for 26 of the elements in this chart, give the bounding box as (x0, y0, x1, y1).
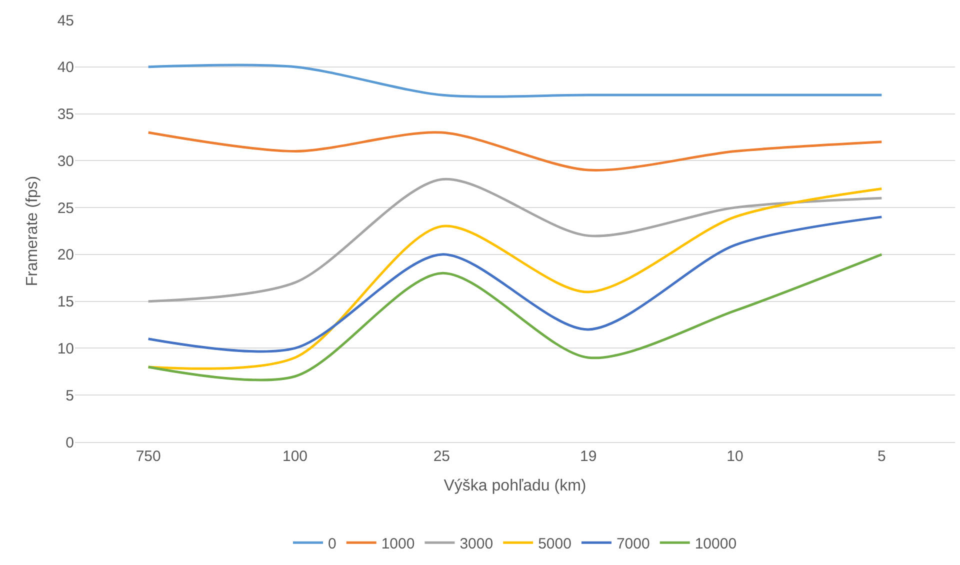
x-tick-label: 10 (726, 448, 744, 465)
legend-label: 5000 (538, 536, 572, 552)
y-tick-label: 40 (57, 59, 74, 76)
y-tick-label: 10 (57, 340, 74, 358)
legend-label: 10000 (694, 536, 737, 552)
y-tick-label: 45 (57, 12, 74, 30)
line-series (147, 178, 883, 303)
legend-label: 3000 (460, 536, 494, 552)
y-axis-title: Framerate (fps) (24, 176, 42, 286)
line-series (147, 131, 883, 172)
y-tick-label: 35 (57, 106, 74, 124)
x-tick-label: 100 (282, 448, 308, 465)
legend-label: 0 (328, 536, 336, 552)
x-axis-title: Výška pohľadu (km) (444, 478, 586, 495)
x-tick-label: 25 (433, 448, 450, 465)
y-tick-label: 15 (57, 294, 74, 311)
legend-label: 7000 (616, 536, 650, 552)
y-tick-label: 0 (66, 434, 74, 452)
x-tick-label: 5 (878, 448, 886, 465)
y-tick-label: 30 (57, 152, 74, 170)
x-tick-label: 750 (136, 448, 161, 465)
y-tick-label: 25 (57, 200, 74, 217)
legend-label: 1000 (381, 536, 415, 552)
y-tick-label: 20 (57, 246, 74, 264)
x-tick-label: 19 (580, 448, 597, 465)
y-tick-label: 5 (66, 387, 74, 404)
